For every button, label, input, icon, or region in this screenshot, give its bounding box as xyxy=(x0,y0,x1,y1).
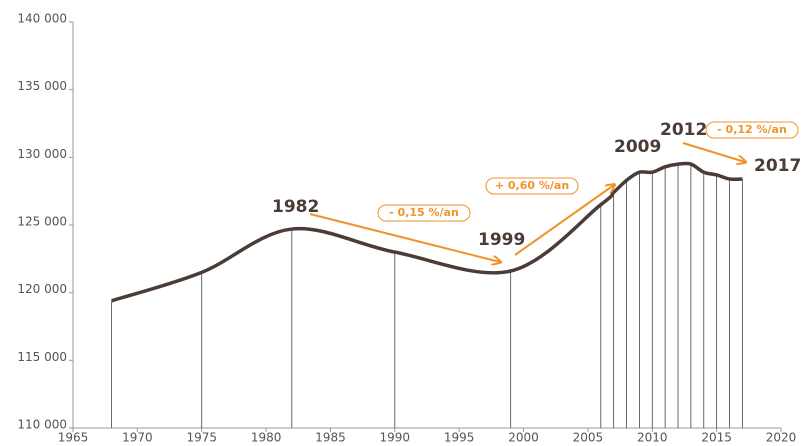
y-tick-label: 135 000 xyxy=(17,79,67,93)
arrow xyxy=(309,213,500,262)
rate-label: - 0,15 %/an xyxy=(389,206,459,219)
arrow xyxy=(514,185,614,256)
rate-label: - 0,12 %/an xyxy=(717,123,787,136)
year-label: 2009 xyxy=(614,137,661,157)
x-tick-label: 2005 xyxy=(573,431,604,445)
year-label: 1999 xyxy=(478,230,525,250)
y-tick-label: 125 000 xyxy=(17,215,67,229)
x-tick-label: 1990 xyxy=(380,431,411,445)
y-tick-label: 130 000 xyxy=(17,147,67,161)
rate-label: + 0,60 %/an xyxy=(495,179,569,192)
arrow xyxy=(682,142,745,162)
x-tick-label: 2020 xyxy=(766,431,797,445)
x-tick-label: 1975 xyxy=(186,431,217,445)
x-tick-label: 2010 xyxy=(637,431,668,445)
year-label: 2017 xyxy=(754,156,801,176)
x-tick-label: 1965 xyxy=(58,431,89,445)
y-tick-label: 120 000 xyxy=(17,282,67,296)
x-tick-label: 2000 xyxy=(508,431,539,445)
rate-box xyxy=(485,177,579,195)
rate-box xyxy=(377,204,471,222)
rate-box xyxy=(705,121,799,139)
line xyxy=(111,161,743,303)
x-tick-label: 1980 xyxy=(251,431,282,445)
y-tick-label: 110 000 xyxy=(17,418,67,432)
x-tick-label: 1995 xyxy=(444,431,475,445)
x-tick-label: 1970 xyxy=(122,431,153,445)
y-tick-label: 115 000 xyxy=(17,350,67,364)
y-tick-label: 140 000 xyxy=(17,12,67,26)
year-label: 1982 xyxy=(272,197,319,217)
x-tick-label: 2015 xyxy=(701,431,732,445)
year-label: 2012 xyxy=(660,120,707,140)
x-tick-label: 1985 xyxy=(315,431,346,445)
